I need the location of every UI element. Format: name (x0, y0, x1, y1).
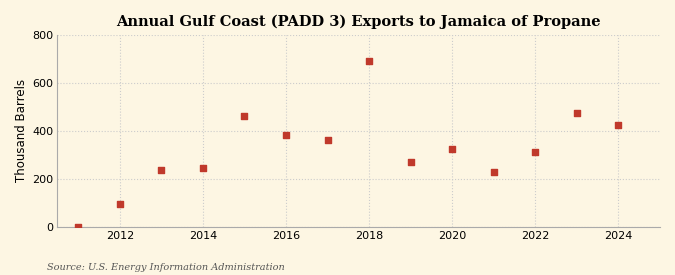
Point (198, 166, 209, 170)
Text: Source: U.S. Energy Information Administration: Source: U.S. Energy Information Administ… (47, 263, 285, 272)
Point (156, 167, 167, 172)
Point (73, 224, 84, 229)
Point (405, 160, 416, 164)
Point (572, 111, 583, 115)
Point (364, 59, 375, 63)
Title: Annual Gulf Coast (PADD 3) Exports to Jamaica of Propane: Annual Gulf Coast (PADD 3) Exports to Ja… (116, 15, 601, 29)
Point (530, 150, 541, 155)
Point (447, 147, 458, 151)
Point (239, 113, 250, 118)
Point (613, 123, 624, 127)
Y-axis label: Thousand Barrels: Thousand Barrels (15, 79, 28, 182)
Point (322, 138, 333, 142)
Point (489, 170, 500, 174)
Point (114, 202, 125, 206)
Point (281, 133, 292, 137)
